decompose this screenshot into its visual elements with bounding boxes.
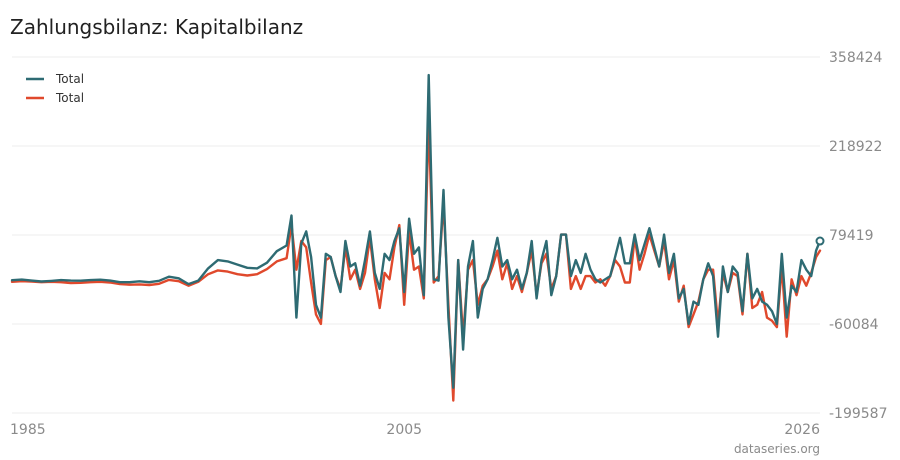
- plot-area: [10, 73, 825, 402]
- x-tick-label: 2026: [784, 422, 820, 438]
- series-end-marker: [815, 236, 825, 246]
- grid: [12, 56, 820, 414]
- source-label: dataseries.org: [734, 442, 820, 456]
- x-tick-label: 1985: [10, 422, 46, 438]
- x-axis: 1985 2005 2026: [10, 422, 820, 438]
- y-tick-label: -199587: [829, 406, 888, 422]
- y-axis: 358424 218922 79419 -60084 -199587: [829, 50, 888, 422]
- legend: Total Total: [26, 72, 84, 105]
- legend-label: Total: [55, 72, 84, 86]
- y-tick-label: 218922: [829, 139, 882, 155]
- chart-title: Zahlungsbilanz: Kapitalbilanz: [10, 15, 303, 39]
- x-tick-label: 2005: [386, 422, 422, 438]
- legend-label: Total: [55, 91, 84, 105]
- series-line-0: [10, 73, 822, 389]
- y-tick-label: 79419: [829, 228, 874, 244]
- series-line-1: [10, 118, 822, 402]
- y-tick-label: 358424: [829, 50, 883, 66]
- y-tick-label: -60084: [829, 317, 879, 333]
